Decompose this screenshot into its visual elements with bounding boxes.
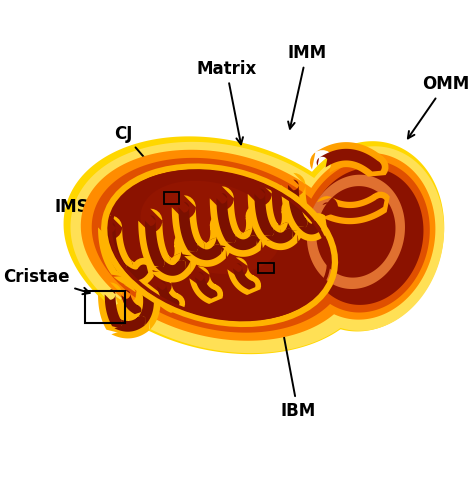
Polygon shape bbox=[205, 213, 235, 259]
Polygon shape bbox=[300, 160, 430, 312]
Polygon shape bbox=[189, 266, 223, 304]
Polygon shape bbox=[105, 222, 127, 272]
Polygon shape bbox=[189, 242, 221, 260]
Polygon shape bbox=[172, 195, 205, 257]
Polygon shape bbox=[98, 215, 133, 277]
Bar bbox=[164, 192, 179, 204]
Polygon shape bbox=[317, 149, 382, 171]
Polygon shape bbox=[277, 198, 306, 244]
Text: OMM: OMM bbox=[408, 75, 469, 139]
Polygon shape bbox=[184, 236, 226, 267]
Polygon shape bbox=[155, 258, 186, 276]
Polygon shape bbox=[265, 227, 292, 244]
Polygon shape bbox=[64, 136, 375, 354]
Bar bbox=[258, 263, 273, 273]
Polygon shape bbox=[170, 231, 199, 274]
Polygon shape bbox=[116, 284, 147, 319]
Polygon shape bbox=[138, 208, 171, 274]
Ellipse shape bbox=[140, 181, 281, 274]
Text: Matrix: Matrix bbox=[196, 60, 256, 145]
Polygon shape bbox=[306, 168, 423, 305]
Polygon shape bbox=[248, 211, 264, 245]
Polygon shape bbox=[228, 257, 261, 295]
Polygon shape bbox=[310, 142, 388, 177]
Polygon shape bbox=[112, 255, 154, 287]
Polygon shape bbox=[248, 182, 281, 241]
Polygon shape bbox=[121, 290, 141, 314]
Text: IMM: IMM bbox=[287, 44, 326, 129]
Polygon shape bbox=[283, 204, 299, 239]
Polygon shape bbox=[98, 282, 129, 334]
Polygon shape bbox=[92, 158, 347, 333]
Polygon shape bbox=[212, 220, 228, 254]
Polygon shape bbox=[176, 238, 192, 269]
Text: IBM: IBM bbox=[270, 272, 315, 420]
Text: Cristae: Cristae bbox=[3, 268, 90, 294]
Polygon shape bbox=[81, 150, 358, 341]
Polygon shape bbox=[112, 316, 146, 332]
Polygon shape bbox=[151, 251, 191, 283]
Polygon shape bbox=[136, 289, 154, 325]
Polygon shape bbox=[260, 220, 297, 250]
Polygon shape bbox=[151, 275, 185, 313]
Polygon shape bbox=[145, 215, 164, 268]
Polygon shape bbox=[288, 180, 308, 227]
Polygon shape bbox=[195, 272, 218, 298]
Polygon shape bbox=[285, 141, 444, 332]
Polygon shape bbox=[322, 198, 384, 218]
Polygon shape bbox=[157, 281, 180, 307]
Polygon shape bbox=[316, 186, 395, 278]
Polygon shape bbox=[281, 173, 314, 232]
Polygon shape bbox=[298, 218, 322, 235]
Polygon shape bbox=[117, 262, 148, 280]
Polygon shape bbox=[105, 289, 122, 328]
Text: CJ: CJ bbox=[114, 125, 169, 187]
Polygon shape bbox=[222, 227, 263, 257]
Polygon shape bbox=[317, 192, 390, 224]
Polygon shape bbox=[307, 175, 405, 289]
Polygon shape bbox=[129, 283, 161, 330]
Polygon shape bbox=[255, 189, 274, 236]
Polygon shape bbox=[210, 186, 243, 248]
Polygon shape bbox=[104, 167, 335, 324]
Polygon shape bbox=[179, 202, 198, 252]
Polygon shape bbox=[106, 309, 151, 339]
Text: IMS: IMS bbox=[55, 198, 137, 216]
Polygon shape bbox=[294, 153, 436, 320]
Polygon shape bbox=[227, 233, 257, 250]
Polygon shape bbox=[217, 193, 236, 243]
Polygon shape bbox=[71, 142, 373, 353]
Bar bbox=[84, 291, 125, 324]
Polygon shape bbox=[290, 147, 444, 331]
Polygon shape bbox=[293, 211, 328, 241]
Polygon shape bbox=[233, 263, 255, 290]
Polygon shape bbox=[241, 204, 270, 250]
